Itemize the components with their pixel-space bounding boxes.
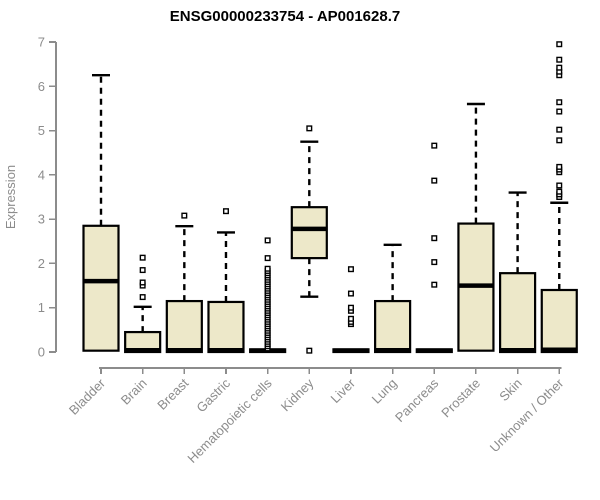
- boxplot-brain: [124, 254, 162, 354]
- boxplot-hematopoietic-cells: [249, 237, 287, 354]
- box-iqr: [165, 299, 203, 354]
- y-tick-label: 5: [38, 123, 45, 138]
- x-category-label: Lung: [369, 376, 400, 407]
- boxplot-liver: [332, 266, 370, 354]
- x-category-label: Skin: [496, 376, 524, 404]
- boxplot-unknown-other: [540, 41, 578, 354]
- outlier-point: [347, 304, 354, 311]
- outlier-point: [556, 56, 563, 63]
- x-category-label: Breast: [154, 375, 191, 412]
- outlier-point: [556, 182, 563, 189]
- outlier-point: [139, 254, 146, 261]
- outlier-point: [264, 265, 271, 272]
- boxplot-skin: [499, 191, 537, 354]
- outlier-point: [222, 208, 229, 215]
- boxplot-kidney: [290, 125, 328, 354]
- boxplot-pancreas: [415, 142, 453, 354]
- outlier-point: [347, 290, 354, 297]
- boxplot-bladder: [82, 74, 120, 352]
- outlier-point: [431, 177, 438, 184]
- outlier-point: [139, 279, 146, 286]
- y-axis: 0 1 2 3 4 5 6 7: [38, 35, 57, 360]
- chart-title: ENSG00000233754 - AP001628.7: [170, 8, 400, 25]
- y-tick-label: 3: [38, 212, 45, 227]
- x-category-label: Liver: [328, 375, 359, 406]
- outlier-point: [556, 163, 563, 170]
- box-iqr: [207, 300, 245, 354]
- outlier-point: [556, 99, 563, 106]
- x-category-label: Unknown / Other: [487, 375, 567, 455]
- x-category-label: Gastric: [193, 375, 233, 415]
- outlier-point: [431, 259, 438, 266]
- y-tick-label: 6: [38, 79, 45, 94]
- outlier-point: [181, 212, 188, 219]
- outlier-point: [306, 347, 313, 354]
- outlier-point: [264, 237, 271, 244]
- outlier-point: [306, 125, 313, 132]
- outlier-point: [139, 294, 146, 301]
- box-iqr: [499, 272, 537, 354]
- boxplot-lung: [374, 243, 412, 354]
- boxplot-prostate: [457, 102, 495, 352]
- x-category-label: Kidney: [278, 375, 317, 414]
- outlier-point: [347, 315, 354, 322]
- y-tick-label: 0: [38, 345, 45, 360]
- outlier-point: [431, 281, 438, 288]
- outlier-point: [556, 41, 563, 48]
- outlier-point: [139, 267, 146, 274]
- outlier-point: [431, 235, 438, 242]
- outlier-point: [556, 64, 563, 71]
- boxplot-series: [82, 41, 578, 354]
- outlier-point: [431, 142, 438, 149]
- y-tick-label: 4: [38, 167, 45, 182]
- y-tick-label: 7: [38, 35, 45, 50]
- x-category-label: Bladder: [66, 375, 109, 418]
- outlier-point: [556, 108, 563, 115]
- y-tick-label: 2: [38, 256, 45, 271]
- x-category-label: Prostate: [438, 376, 483, 421]
- outlier-point: [556, 137, 563, 144]
- outlier-point: [347, 266, 354, 273]
- boxplot-gastric: [207, 208, 245, 354]
- outlier-point: [264, 255, 271, 262]
- box-iqr: [290, 206, 328, 260]
- outlier-point: [556, 188, 563, 195]
- x-category-label: Pancreas: [392, 375, 442, 425]
- y-axis-label: Expression: [3, 165, 18, 229]
- box-iqr: [540, 288, 578, 354]
- y-tick-label: 1: [38, 300, 45, 315]
- box-iqr: [82, 224, 120, 352]
- boxplot-breast: [165, 212, 203, 354]
- box-iqr: [374, 299, 412, 354]
- x-category-label: Brain: [118, 376, 150, 408]
- outlier-point: [556, 126, 563, 133]
